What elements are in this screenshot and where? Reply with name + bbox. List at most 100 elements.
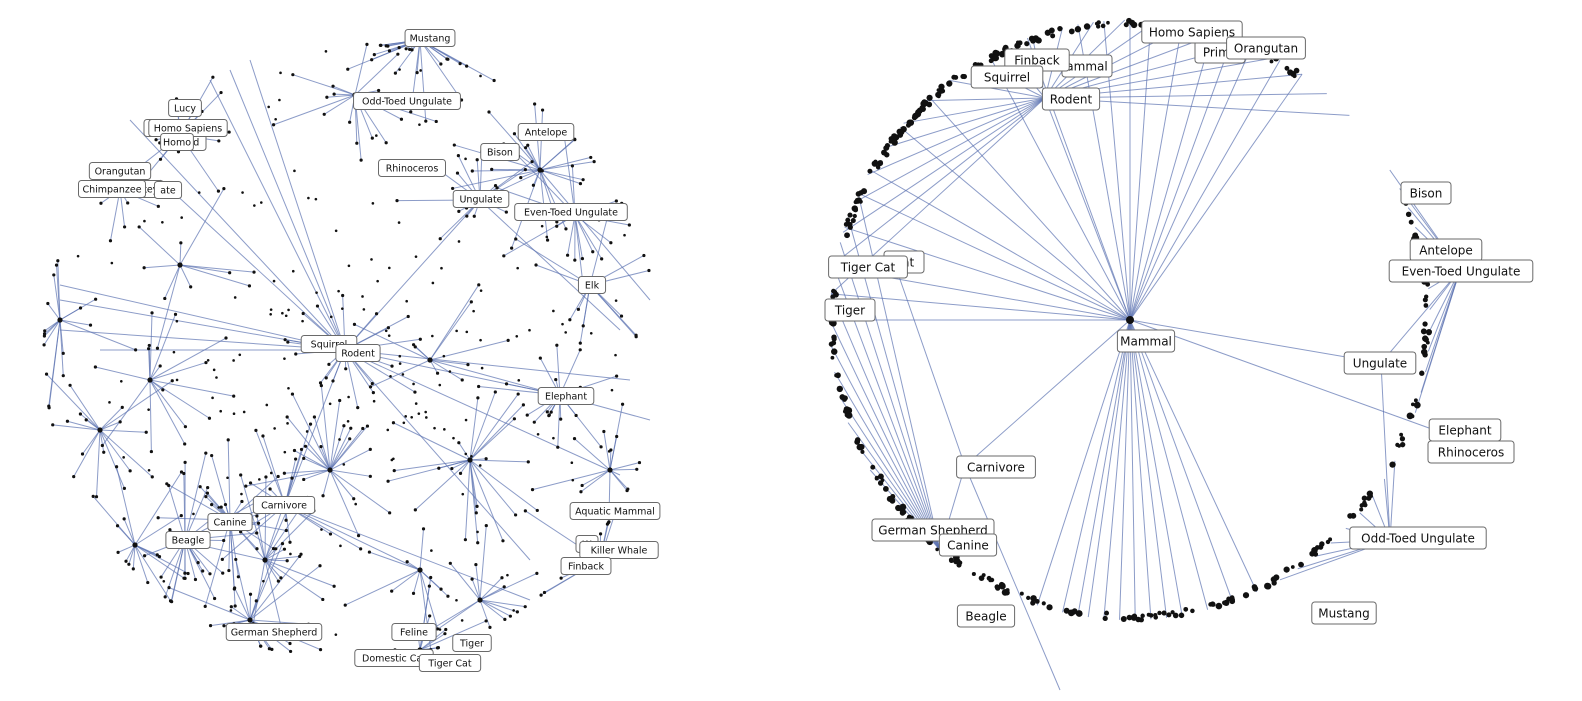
node <box>327 362 331 366</box>
edge <box>449 562 481 601</box>
edge <box>419 528 425 571</box>
node <box>211 396 214 400</box>
node <box>204 360 208 365</box>
node <box>455 329 458 333</box>
node <box>1019 591 1024 596</box>
edge <box>1062 319 1131 613</box>
label-text: Orangutan <box>95 166 146 177</box>
node <box>1222 600 1227 606</box>
node <box>523 509 527 513</box>
node <box>421 527 426 531</box>
node <box>102 450 106 454</box>
node <box>474 562 478 567</box>
edge <box>475 564 481 601</box>
node <box>445 57 449 61</box>
edge <box>264 548 285 561</box>
node <box>530 488 535 492</box>
node <box>154 138 158 142</box>
node <box>642 253 646 258</box>
node <box>179 241 183 245</box>
node <box>578 341 582 345</box>
node <box>523 168 527 172</box>
label-box <box>956 455 1036 479</box>
node <box>552 309 555 313</box>
node <box>189 285 193 289</box>
edge <box>264 559 279 582</box>
edge <box>1129 319 1183 616</box>
edge <box>204 519 231 607</box>
node <box>291 73 295 77</box>
label-carnivore: Carnivore <box>956 455 1036 479</box>
node <box>913 112 920 119</box>
edge <box>329 469 360 536</box>
label-text: Feline <box>400 627 428 638</box>
node <box>155 346 160 350</box>
node <box>99 201 103 205</box>
edge <box>249 594 252 621</box>
edge <box>574 438 611 471</box>
edge <box>123 518 136 546</box>
hub-node <box>537 167 543 173</box>
label-box <box>569 502 661 520</box>
node <box>1015 40 1020 45</box>
node <box>183 425 188 429</box>
edge <box>264 510 315 561</box>
node <box>439 62 443 66</box>
edge <box>539 161 595 171</box>
label-text: Odd-Toed Ungulate <box>362 96 452 107</box>
node <box>258 478 261 481</box>
node <box>163 595 167 599</box>
node <box>255 514 259 518</box>
node <box>435 371 440 375</box>
node <box>457 240 461 243</box>
node <box>540 224 544 228</box>
node <box>873 159 878 164</box>
node <box>334 633 338 636</box>
edge <box>134 471 182 546</box>
edge <box>56 265 61 321</box>
node <box>1131 613 1138 619</box>
node <box>599 445 603 449</box>
edge <box>249 565 321 621</box>
node <box>635 467 639 471</box>
edge <box>329 428 352 471</box>
node <box>1068 28 1075 35</box>
edge <box>1129 319 1258 593</box>
node <box>210 453 214 458</box>
node <box>219 409 222 413</box>
edge <box>249 543 283 621</box>
label-ungulate: Ungulate <box>1343 351 1417 375</box>
label-bison: Bison <box>1400 181 1452 205</box>
edge <box>1129 319 1209 610</box>
label-box <box>1427 440 1515 464</box>
edge <box>964 319 1131 467</box>
label-box <box>938 533 998 557</box>
label-box <box>1116 329 1176 353</box>
node <box>269 471 273 475</box>
label-carnivore: Carnivore <box>252 496 316 514</box>
node <box>162 579 166 583</box>
node <box>564 227 568 231</box>
label-box <box>225 623 323 641</box>
edge <box>305 445 331 471</box>
node <box>466 363 470 367</box>
node <box>1129 19 1136 26</box>
edge <box>609 469 629 490</box>
node <box>1422 352 1428 358</box>
edge <box>291 393 331 471</box>
node <box>359 547 363 551</box>
node <box>1424 294 1429 299</box>
node <box>197 191 201 194</box>
node <box>51 423 55 427</box>
node <box>167 483 171 488</box>
edge <box>99 421 121 431</box>
node <box>239 473 243 477</box>
label-text: Elephant <box>545 391 587 402</box>
node <box>525 413 529 417</box>
node <box>150 311 154 315</box>
node <box>319 383 323 388</box>
node <box>874 475 879 480</box>
edge <box>539 138 575 171</box>
node <box>892 138 898 144</box>
node <box>592 160 596 164</box>
